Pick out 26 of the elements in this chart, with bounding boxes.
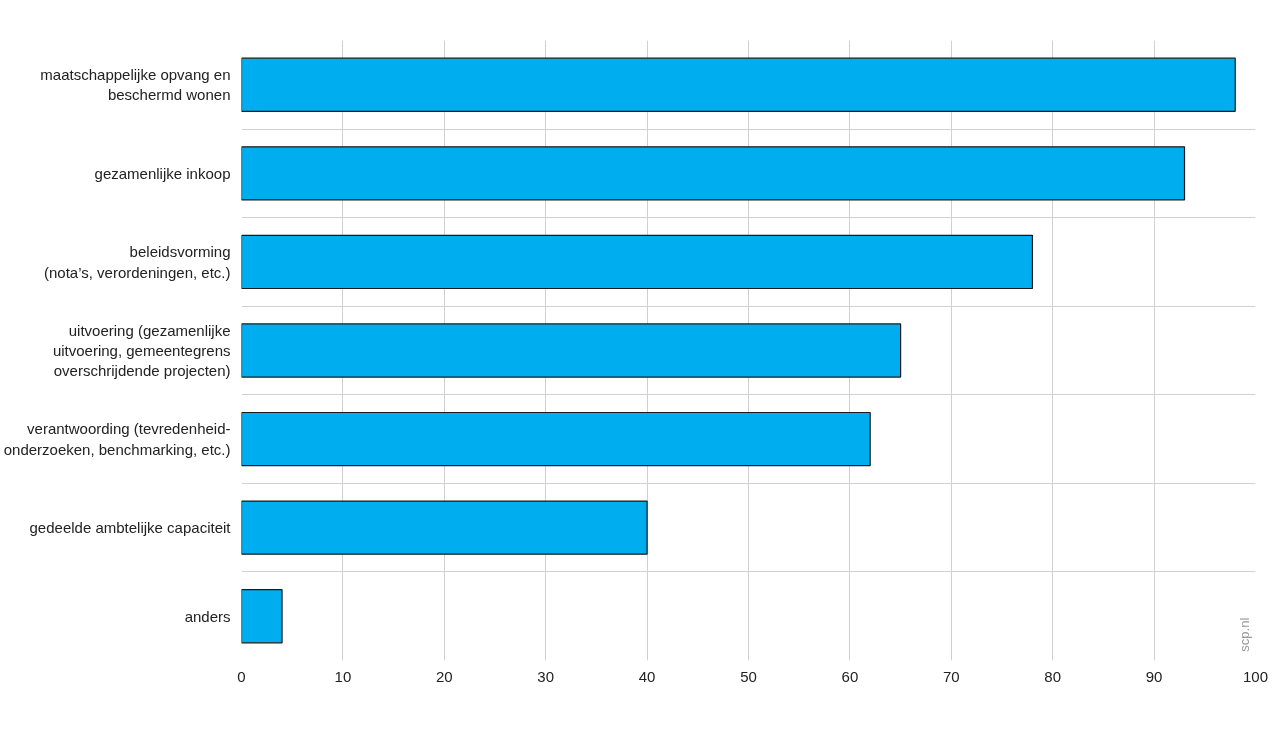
x-tick-label: 60 <box>841 667 859 685</box>
y-tick-label: beleidsvorming (nota’s, verordeningen, etc.) <box>44 243 231 281</box>
x-tick-label: 10 <box>334 667 352 685</box>
x-tick-label: 40 <box>638 667 656 685</box>
y-tick-label: gedeelde ambtelijke capaciteit <box>29 519 232 537</box>
y-tick-label: maatschappelijke opvang en beschermd wonen <box>40 66 231 104</box>
bar <box>241 411 871 467</box>
y-tick-label: gezamenlijke inkoop <box>94 164 231 182</box>
x-tick-label: 30 <box>537 667 555 685</box>
y-tick-label: anders <box>184 607 231 625</box>
x-tick-label: 90 <box>1145 667 1163 685</box>
bar <box>241 589 283 644</box>
y-tick-label: uitvoering (gezamenlijke uitvoering, gemeentegrens overschrijdende projecten) <box>52 321 231 380</box>
x-tick-label: 100 <box>1242 667 1269 685</box>
x-tick-label: 80 <box>1044 667 1062 685</box>
bar <box>241 500 648 555</box>
bar <box>241 57 1236 112</box>
bar <box>241 234 1034 290</box>
x-tick-label: 50 <box>740 667 757 685</box>
y-tick-label: verantwoording (tevredenheid- onderzoeken, benchmarking, etc.) <box>3 420 231 458</box>
annotation: scp.nl <box>1236 617 1252 652</box>
bar <box>241 323 902 378</box>
bar <box>241 146 1186 201</box>
x-tick-label: 20 <box>435 667 453 685</box>
x-tick-label: 70 <box>942 667 960 685</box>
x-tick-label: 0 <box>237 667 246 685</box>
